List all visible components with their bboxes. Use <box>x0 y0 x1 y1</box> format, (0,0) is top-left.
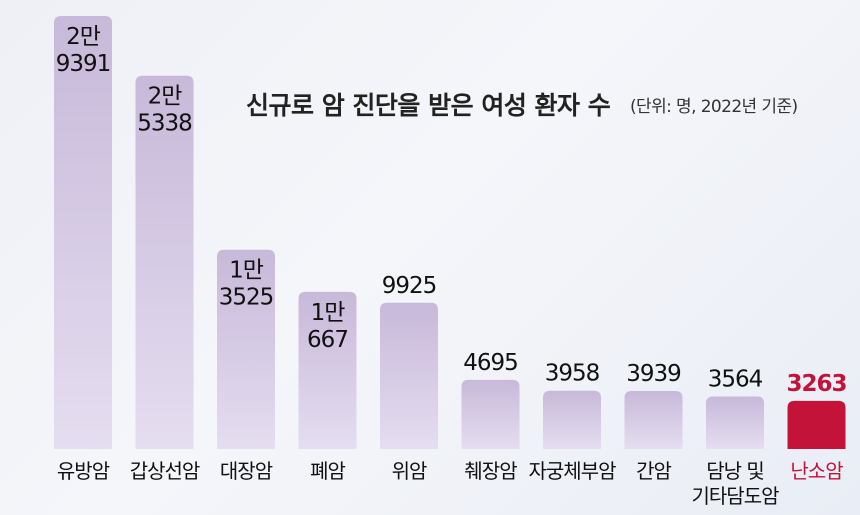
value-label: 2만 <box>66 24 101 50</box>
bar-6 <box>461 379 520 449</box>
category-label: 췌장암 <box>464 459 517 483</box>
value-label: 2만 <box>148 84 183 110</box>
bar-10 <box>787 400 846 449</box>
value-label: 9925 <box>382 273 437 299</box>
category-label: 위암 <box>392 459 427 483</box>
value-label: 5338 <box>137 111 192 137</box>
bar-2 <box>135 75 194 449</box>
value-label: 1만 <box>229 258 264 284</box>
category-label: 기타담도암 <box>692 484 780 508</box>
category-label: 폐암 <box>310 459 345 483</box>
category-label: 유방암 <box>57 459 110 483</box>
value-label: 4695 <box>463 350 518 376</box>
bar-3 <box>217 249 275 449</box>
bar-4 <box>298 291 357 449</box>
category-label: 자궁체부암 <box>529 459 617 483</box>
category-label: 간암 <box>636 459 671 483</box>
value-label: 3564 <box>708 366 763 392</box>
chart-title: 신규로 암 진단을 받은 여성 환자 수 <box>246 91 611 120</box>
value-label: 3525 <box>219 285 274 311</box>
chart-subtitle: (단위: 명, 2022년 기준) <box>630 97 798 117</box>
category-label: 난소암 <box>790 459 843 483</box>
category-label: 갑상선암 <box>130 459 200 483</box>
bar-7 <box>543 390 601 449</box>
value-label: 3263 <box>786 371 846 397</box>
bar-1 <box>54 16 112 449</box>
bar-5 <box>380 302 438 449</box>
value-label: 1만 <box>311 300 346 326</box>
category-label: 담낭 및 <box>706 459 764 483</box>
value-label: 3958 <box>545 361 600 387</box>
value-label: 667 <box>307 327 348 353</box>
value-label: 9391 <box>56 51 111 77</box>
category-label: 대장암 <box>220 459 273 483</box>
bar-8 <box>624 390 683 449</box>
bar-9 <box>706 396 764 449</box>
value-label: 3939 <box>626 361 681 387</box>
